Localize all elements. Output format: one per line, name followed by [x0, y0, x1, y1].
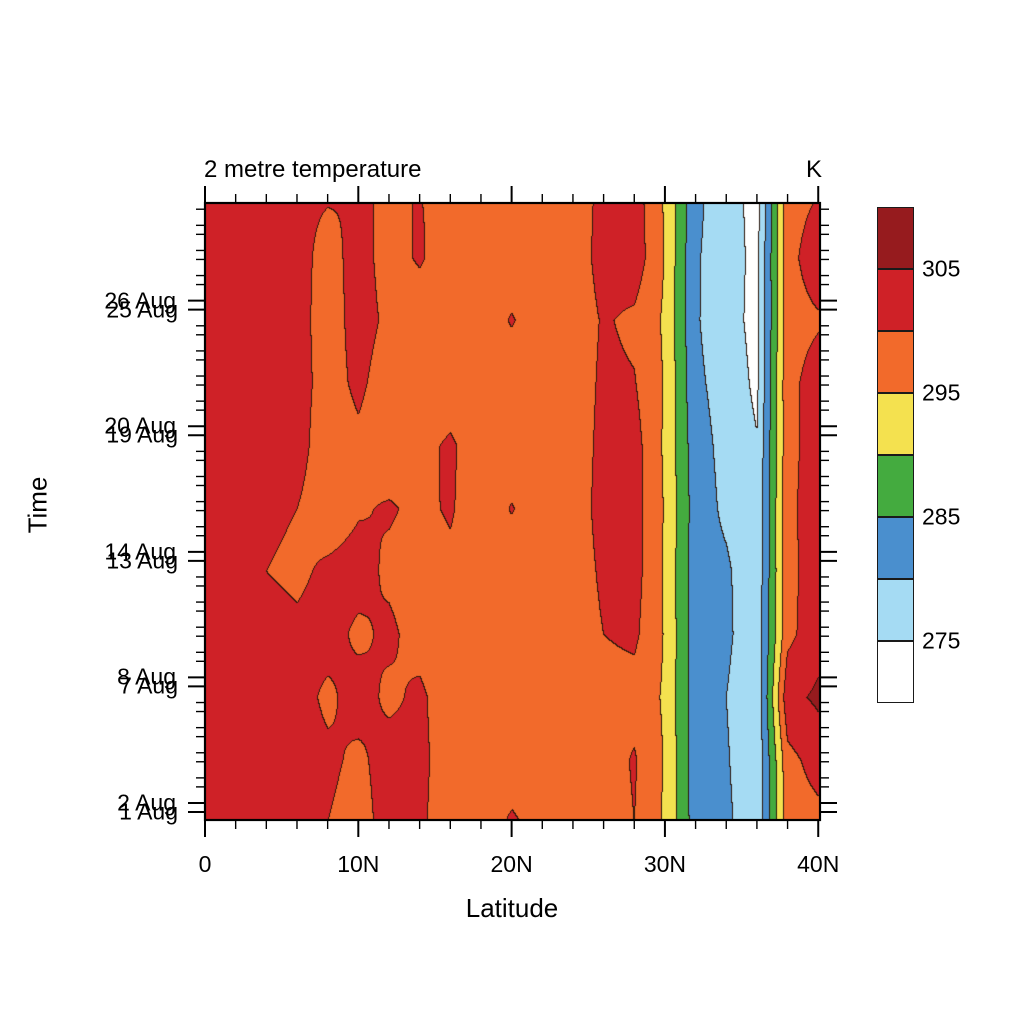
- x-tick-label: 10N: [337, 851, 380, 877]
- colorbar-tick-label: 275: [922, 627, 961, 654]
- colorbar-segment: [877, 517, 914, 579]
- x-axis-title: Latitude: [465, 893, 559, 923]
- y-tick-label: 1 Aug: [119, 798, 178, 825]
- y-tick-label: 7 Aug: [119, 672, 178, 699]
- contour-field: [205, 203, 820, 820]
- colorbar-segment: [877, 331, 914, 393]
- colorbar-segment: [877, 579, 914, 641]
- x-tick-label: 40N: [797, 851, 840, 877]
- y-tick-label: 25 Aug: [106, 296, 178, 323]
- x-tick-label: 20N: [490, 851, 533, 877]
- colorbar-segment: [877, 269, 914, 331]
- colorbar-tick-label: 285: [922, 503, 961, 530]
- colorbar-segment: [877, 641, 914, 703]
- y-tick-label: 14 Aug: [104, 538, 176, 565]
- y-tick-label: 20 Aug: [104, 412, 176, 439]
- colorbar-tick-label: 295: [922, 379, 961, 406]
- plot-frame: [203, 201, 822, 822]
- y-axis-title: Time: [22, 476, 53, 534]
- x-tick-label: 30N: [643, 851, 687, 877]
- colorbar-segment: [877, 393, 914, 455]
- y-tick-label: 19 Aug: [106, 421, 178, 448]
- plot-title: 2 metre temperature: [204, 156, 422, 183]
- y-tick-label: 8 Aug: [117, 663, 176, 690]
- colorbar-tick-label: 305: [922, 255, 961, 282]
- colorbar-segment: [877, 207, 914, 269]
- colorbar: 305 295 285 275: [877, 207, 960, 703]
- colorbar-segment: [877, 455, 914, 517]
- y-tick-label: 26 Aug: [104, 287, 176, 314]
- x-tick-label: 0: [198, 851, 212, 877]
- colorbar-units-label: K: [805, 156, 822, 183]
- y-tick-label: 2 Aug: [117, 789, 176, 816]
- y-tick-label: 13 Aug: [106, 547, 178, 574]
